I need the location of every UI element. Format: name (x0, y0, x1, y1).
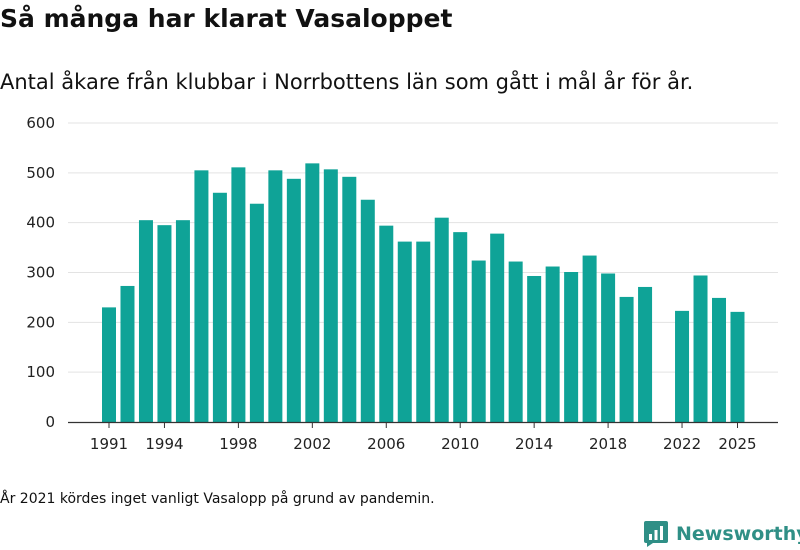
bar-2014 (527, 275, 542, 422)
bar-1992 (120, 285, 135, 422)
brand-name: Newsworthy (676, 523, 800, 545)
bar-2025 (730, 311, 745, 422)
bar-2001 (286, 178, 301, 422)
y-tick-label: 300 (26, 264, 55, 282)
bar-2008 (416, 241, 431, 422)
y-tick-label: 200 (26, 313, 55, 331)
y-tick-label: 600 (26, 114, 55, 132)
bar-2012 (490, 233, 505, 422)
bar-2017 (582, 255, 597, 422)
bar-2022 (675, 310, 690, 422)
x-tick-label: 2014 (515, 435, 553, 453)
x-tick-label: 1991 (90, 435, 128, 453)
bar-2009 (434, 217, 449, 422)
x-tick-label: 1998 (219, 435, 257, 453)
bar-chart: 0 100 200 300 400 500 600 1991 1994 1998 2002 2006 2… (26, 114, 778, 453)
bar-2007 (397, 241, 412, 422)
bar-1999 (249, 203, 264, 422)
bar-1998 (231, 167, 246, 422)
bar-2024 (712, 297, 727, 422)
bar-2016 (564, 272, 579, 422)
x-tick-label: 2022 (663, 435, 701, 453)
y-tick-label: 100 (26, 363, 55, 381)
x-tick-label: 2018 (589, 435, 627, 453)
x-tick-label: 2010 (441, 435, 479, 453)
bar-2003 (323, 169, 338, 422)
chart-footnote: År 2021 kördes inget vanligt Vasalopp på… (0, 491, 435, 507)
bar-2013 (508, 261, 523, 422)
bar-2011 (471, 260, 486, 422)
x-tick-label: 2025 (718, 435, 756, 453)
bar-1993 (138, 220, 153, 422)
bar-2002 (305, 163, 320, 423)
chart-subtitle: Antal åkare från klubbar i Norrbottens l… (0, 70, 694, 94)
bar-2000 (268, 170, 283, 422)
bar-1997 (212, 192, 227, 422)
bar-2004 (342, 176, 357, 422)
x-tick-label: 1994 (145, 435, 183, 453)
y-tick-label: 0 (45, 413, 55, 431)
chart-title: Så många har klarat Vasaloppet (0, 4, 453, 33)
bar-2006 (379, 225, 394, 422)
bar-1996 (194, 170, 209, 422)
bar-2023 (693, 275, 708, 422)
bar-2015 (545, 266, 560, 422)
y-tick-label: 500 (26, 164, 55, 182)
bar-2010 (453, 232, 468, 422)
bar-1995 (175, 220, 190, 422)
bar-2019 (619, 296, 634, 422)
bar-2005 (360, 199, 375, 422)
bar-1991 (102, 307, 116, 422)
newsworthy-logo-icon (644, 521, 668, 547)
y-tick-label: 400 (26, 214, 55, 232)
bar-2018 (601, 273, 616, 422)
bar-2020 (638, 286, 653, 422)
bar-1994 (157, 225, 172, 422)
x-tick-label: 2002 (293, 435, 331, 453)
x-tick-label: 2006 (367, 435, 405, 453)
newsworthy-brand[interactable]: Newsworthy (644, 520, 800, 548)
